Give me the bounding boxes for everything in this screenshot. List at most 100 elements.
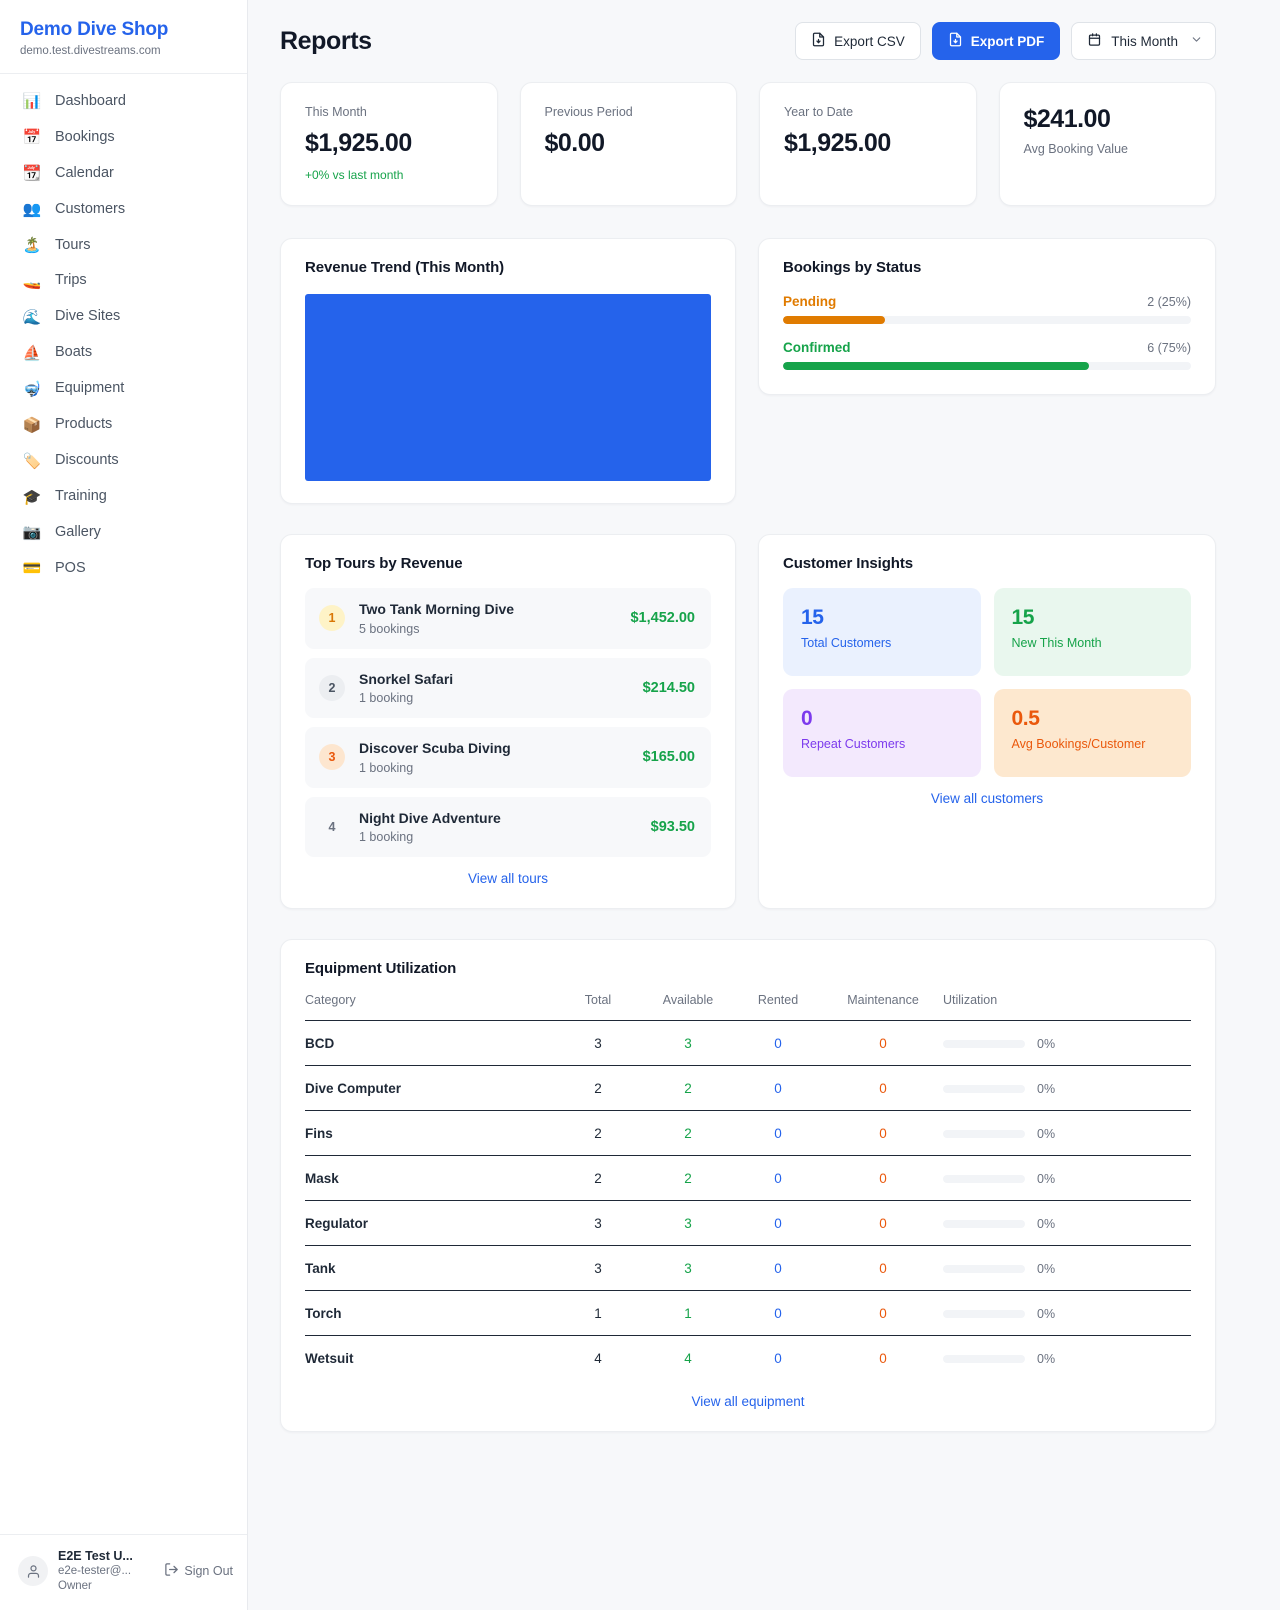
insight-card: 0 Repeat Customers <box>783 689 981 777</box>
cell-utilization: 0% <box>943 1336 1191 1381</box>
view-all-tours-link[interactable]: View all tours <box>467 871 549 886</box>
insight-value: 0.5 <box>1011 707 1040 730</box>
export-csv-button[interactable]: Export CSV <box>795 22 921 60</box>
table-row: Wetsuit 4 4 0 0 0% <box>305 1336 1191 1381</box>
sailboat-icon: ⛵ <box>22 344 42 362</box>
table-row: Tank 3 3 0 0 0% <box>305 1245 1191 1291</box>
sidebar-item-label: Products <box>55 416 113 433</box>
insight-label: Total Customers <box>801 636 892 651</box>
cell-total: 2 <box>553 1065 643 1111</box>
column-header: Utilization <box>943 993 1191 1021</box>
cell-rented: 0 <box>733 1200 823 1246</box>
utilization-track <box>943 1309 1025 1318</box>
tour-bookings: 1 booking <box>359 691 414 705</box>
cell-utilization: 0% <box>943 1245 1191 1291</box>
status-count: 6 (75%) <box>1147 341 1191 355</box>
column-header: Total <box>553 993 643 1021</box>
sidebar-item-equipment[interactable]: 🤿 Equipment <box>0 371 247 407</box>
sidebar-item-label: Customers <box>55 200 126 217</box>
sidebar-item-label: Dashboard <box>55 92 126 109</box>
cell-category: Fins <box>305 1110 553 1156</box>
tour-name: Two Tank Morning Dive <box>359 601 515 617</box>
cell-category: BCD <box>305 1020 553 1066</box>
equipment-table-header: Category Total Available Rented Maintenance U… <box>305 993 1191 1021</box>
table-row: BCD 3 3 0 0 0% <box>305 1020 1191 1066</box>
bookings-by-status-card: Bookings by Status Pending 2 (25%) Confirm… <box>758 238 1216 395</box>
sidebar-item-dashboard[interactable]: 📊 Dashboard <box>0 84 247 120</box>
tour-rank-badge: 2 <box>319 674 345 701</box>
utilization-track <box>943 1129 1025 1138</box>
sidebar-item-pos[interactable]: 💳 POS <box>0 551 247 587</box>
sidebar-item-tours[interactable]: 🏝️ Tours <box>0 228 247 264</box>
sidebar-item-training[interactable]: 🎓 Training <box>0 479 247 515</box>
cell-total: 3 <box>553 1200 643 1246</box>
page-header: Reports Export CSV <box>280 22 1216 60</box>
customer-insights-title: Customer Insights <box>783 555 913 572</box>
cell-utilization: 0% <box>943 1155 1191 1201</box>
tour-rank-badge: 3 <box>319 744 345 771</box>
tour-row[interactable]: 4 Night Dive Adventure 1 booking $93.50 <box>305 796 711 857</box>
utilization-track <box>943 1039 1025 1048</box>
tour-meta: Discover Scuba Diving 1 booking <box>359 740 629 775</box>
cell-utilization: 0% <box>943 1290 1191 1336</box>
sidebar-item-gallery[interactable]: 📷 Gallery <box>0 515 247 551</box>
sidebar-item-products[interactable]: 📦 Products <box>0 407 247 443</box>
column-header: Maintenance <box>823 993 943 1021</box>
tour-bookings: 5 bookings <box>359 621 420 636</box>
view-all-customers-link[interactable]: View all customers <box>930 791 1044 806</box>
column-header: Category <box>305 993 553 1021</box>
header-actions: Export CSV Export PDF <box>795 22 1216 60</box>
cell-category: Wetsuit <box>305 1351 354 1366</box>
insight-card: 0.5 Avg Bookings/Customer <box>993 689 1191 777</box>
sidebar: Demo Dive Shop demo.test.divestreams.com… <box>0 0 248 1610</box>
table-row: Torch 1 1 0 0 0% <box>305 1290 1191 1336</box>
sign-out-button[interactable]: Sign Out <box>164 1562 233 1580</box>
tour-meta: Night Dive Adventure 1 booking <box>359 810 637 845</box>
tour-revenue: $165.00 <box>642 749 695 766</box>
sidebar-item-discounts[interactable]: 🏷️ Discounts <box>0 443 247 479</box>
tour-row[interactable]: 1 Two Tank Morning Dive 5 bookings $1,452.0… <box>305 588 711 649</box>
customer-insights-card: Customer Insights 15 Total Customers 15 New… <box>758 534 1216 909</box>
chevron-down-icon <box>1190 33 1203 49</box>
sidebar-item-customers[interactable]: 👥 Customers <box>0 192 247 228</box>
date-range-select[interactable]: This Month <box>1071 22 1216 60</box>
insight-value: 15 <box>1011 606 1035 629</box>
cell-available: 1 <box>643 1290 733 1336</box>
tour-name: Discover Scuba Diving <box>359 740 511 756</box>
cell-available: 3 <box>643 1020 733 1066</box>
utilization-track <box>943 1084 1025 1093</box>
brand-header[interactable]: Demo Dive Shop demo.test.divestreams.com <box>0 0 247 74</box>
sidebar-item-boats[interactable]: ⛵ Boats <box>0 335 247 371</box>
status-row: Pending 2 (25%) <box>783 294 1191 324</box>
revenue-trend-card: Revenue Trend (This Month) <box>280 238 736 504</box>
cell-rented: 0 <box>733 1065 823 1111</box>
kpi-card: Previous Period $0.00 <box>519 82 737 206</box>
cell-category: Regulator <box>305 1200 553 1246</box>
cell-available: 2 <box>643 1155 733 1201</box>
utilization-percent: 0% <box>1037 1126 1056 1141</box>
insight-label: Avg Bookings/Customer <box>1011 737 1146 752</box>
sidebar-item-dive-sites[interactable]: 🌊 Dive Sites <box>0 299 247 335</box>
cell-total: 4 <box>594 1351 602 1366</box>
view-all-equipment-link[interactable]: View all equipment <box>691 1394 805 1409</box>
sidebar-item-calendar[interactable]: 📆 Calendar <box>0 156 247 192</box>
sidebar-item-label: Calendar <box>55 164 114 181</box>
insight-card: 15 New This Month <box>993 588 1191 676</box>
top-tours-title: Top Tours by Revenue <box>305 555 463 572</box>
insight-grid: 15 Total Customers 15 New This Month 0 Repeat… <box>783 588 1191 777</box>
cell-available: 3 <box>643 1245 733 1291</box>
revenue-trend-title: Revenue Trend (This Month) <box>305 259 505 276</box>
cell-available: 4 <box>684 1351 692 1366</box>
tour-row[interactable]: 2 Snorkel Safari 1 booking $214.50 <box>305 657 711 718</box>
sidebar-item-bookings[interactable]: 📅 Bookings <box>0 120 247 156</box>
tour-row[interactable]: 3 Discover Scuba Diving 1 booking $165.00 <box>305 727 711 788</box>
credit-card-icon: 💳 <box>22 560 42 578</box>
status-progress-track <box>783 362 1191 370</box>
main-content: Reports Export CSV <box>248 0 1280 1610</box>
cell-maintenance: 0 <box>823 1065 943 1111</box>
export-pdf-button[interactable]: Export PDF <box>931 22 1061 60</box>
sidebar-item-trips[interactable]: 🚤 Trips <box>0 263 247 299</box>
tour-bookings: 1 booking <box>359 760 414 775</box>
tour-revenue: $214.50 <box>642 679 695 696</box>
cell-utilization: 0% <box>943 1200 1191 1246</box>
